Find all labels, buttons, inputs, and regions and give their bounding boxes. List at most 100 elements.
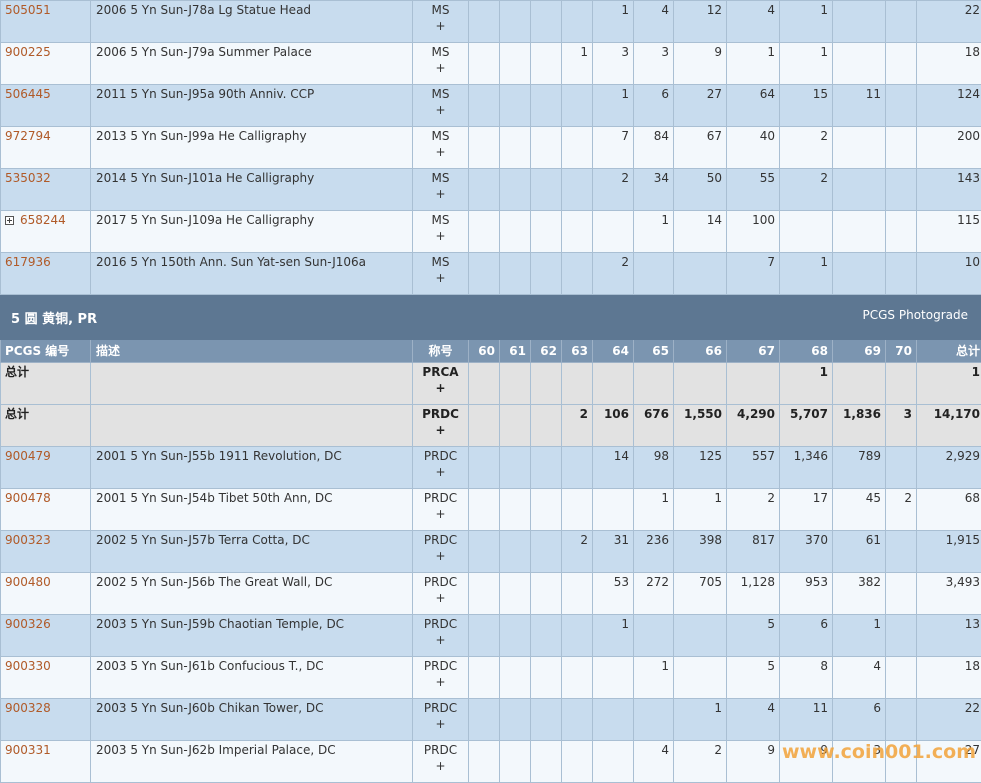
grade-count: 1 (634, 489, 673, 506)
column-header-designation[interactable]: 称号 (413, 340, 469, 363)
column-header-grade[interactable]: 63 (562, 340, 593, 363)
pcgs-number: 535032 (1, 169, 90, 186)
column-header-grade[interactable]: 60 (469, 340, 500, 363)
pcgs-number-link[interactable]: 900479 (5, 449, 51, 463)
grade-count: 789 (833, 447, 885, 464)
pcgs-number: 900323 (1, 531, 90, 548)
grade-count: 64 (727, 85, 779, 102)
grade-count: 1 (727, 43, 779, 60)
pcgs-number-link[interactable]: 535032 (5, 171, 51, 185)
grade-count-cell (500, 169, 531, 211)
grade-count (886, 447, 916, 448)
pcgs-number-link[interactable]: 900331 (5, 743, 51, 757)
grade-count: 398 (674, 531, 726, 548)
pcgs-number: 900330 (1, 657, 90, 674)
pcgs-number-link[interactable]: 506445 (5, 87, 51, 101)
grade-count-cell: 2 (593, 253, 634, 295)
column-header-grade[interactable]: 62 (531, 340, 562, 363)
coin-description: 2017 5 Yn Sun-J109a He Calligraphy (91, 211, 412, 228)
description-cell: 2006 5 Yn Sun-J78a Lg Statue Head (91, 1, 413, 43)
pcgs-number-link[interactable]: 900328 (5, 701, 51, 715)
description-cell: 2006 5 Yn Sun-J79a Summer Palace (91, 43, 413, 85)
photograde-link[interactable]: PCGS Photograde (863, 308, 981, 322)
grade-count (593, 363, 633, 364)
pcgs-number-link[interactable]: 972794 (5, 129, 51, 143)
grade-count-cell (562, 363, 593, 405)
grade-count (833, 253, 885, 254)
grade-count-cell (886, 363, 917, 405)
row-total: 14,170 (917, 405, 981, 422)
grade-count-cell: 1 (593, 85, 634, 127)
column-header-grade[interactable]: 68 (780, 340, 833, 363)
pcgs-number-cell: 900225 (1, 43, 91, 85)
pcgs-number-link[interactable]: 658244 (20, 213, 66, 227)
column-header-label: 69 (833, 343, 885, 359)
pcgs-number-link[interactable]: 900323 (5, 533, 51, 547)
pcgs-number-link[interactable]: 900225 (5, 45, 51, 59)
pcgs-number-link[interactable]: 505051 (5, 3, 51, 17)
column-header-grade[interactable]: 66 (674, 340, 727, 363)
grade-count-cell (500, 489, 531, 531)
column-header-grade[interactable]: 65 (634, 340, 674, 363)
pcgs-number-link[interactable]: 900330 (5, 659, 51, 673)
grade-count (886, 573, 916, 574)
grade-count: 55 (727, 169, 779, 186)
column-header-grade[interactable]: 70 (886, 340, 917, 363)
grade-count: 2 (780, 169, 832, 186)
pcgs-number-link[interactable]: 900480 (5, 575, 51, 589)
grade-count-cell (593, 363, 634, 405)
column-header-grade[interactable]: 67 (727, 340, 780, 363)
grade-count (562, 573, 592, 574)
description-cell: 2002 5 Yn Sun-J56b The Great Wall, DC (91, 573, 413, 615)
row-total: 1 (917, 363, 981, 380)
grade-count-cell (469, 699, 500, 741)
designation-plus: + (413, 632, 468, 648)
column-header-description[interactable]: 描述 (91, 340, 413, 363)
grade-count (562, 169, 592, 170)
grade-count-cell: 1 (593, 615, 634, 657)
grade-count-cell: 125 (674, 447, 727, 489)
grade-count: 236 (634, 531, 673, 548)
column-header-grade[interactable]: 64 (593, 340, 634, 363)
grade-count-cell: 12 (674, 1, 727, 43)
grade-count-cell: 1 (780, 253, 833, 295)
grade-count (562, 489, 592, 490)
pcgs-number-link[interactable]: 900326 (5, 617, 51, 631)
grade-count-cell (886, 741, 917, 783)
grade-count: 67 (674, 127, 726, 144)
grade-count (833, 363, 885, 364)
column-header-grade[interactable]: 61 (500, 340, 531, 363)
grade-count-cell: 1 (727, 43, 780, 85)
grade-count (531, 489, 561, 490)
coin-description: 2011 5 Yn Sun-J95a 90th Anniv. CCP (91, 85, 412, 102)
grade-count-cell (469, 363, 500, 405)
column-header-grade[interactable]: 69 (833, 340, 886, 363)
row-total: 124 (917, 85, 981, 102)
grade-count (886, 43, 916, 44)
grade-count-cell: 106 (593, 405, 634, 447)
designation-label: PRDC (413, 700, 468, 716)
column-header-total[interactable]: 总计 (917, 340, 981, 363)
grade-count: 705 (674, 573, 726, 590)
column-header-pcgs-no[interactable]: PCGS 编号 (1, 340, 91, 363)
grade-count (531, 169, 561, 170)
grade-count-cell: 1 (634, 489, 674, 531)
grade-count (500, 615, 530, 616)
pcgs-number-link[interactable]: 900478 (5, 491, 51, 505)
grade-count-cell (531, 531, 562, 573)
grade-count (500, 447, 530, 448)
expand-plus-icon[interactable] (5, 216, 14, 225)
designation-plus: + (413, 18, 468, 34)
grade-count (886, 211, 916, 212)
grade-count (531, 1, 561, 2)
row-total-cell: 22 (917, 1, 981, 43)
column-header-label: PCGS 编号 (1, 343, 90, 359)
grade-count: 4 (727, 1, 779, 18)
pcgs-number-link[interactable]: 617936 (5, 255, 51, 269)
grade-count-cell (500, 657, 531, 699)
pcgs-number-cell: 617936 (1, 253, 91, 295)
row-total: 143 (917, 169, 981, 186)
